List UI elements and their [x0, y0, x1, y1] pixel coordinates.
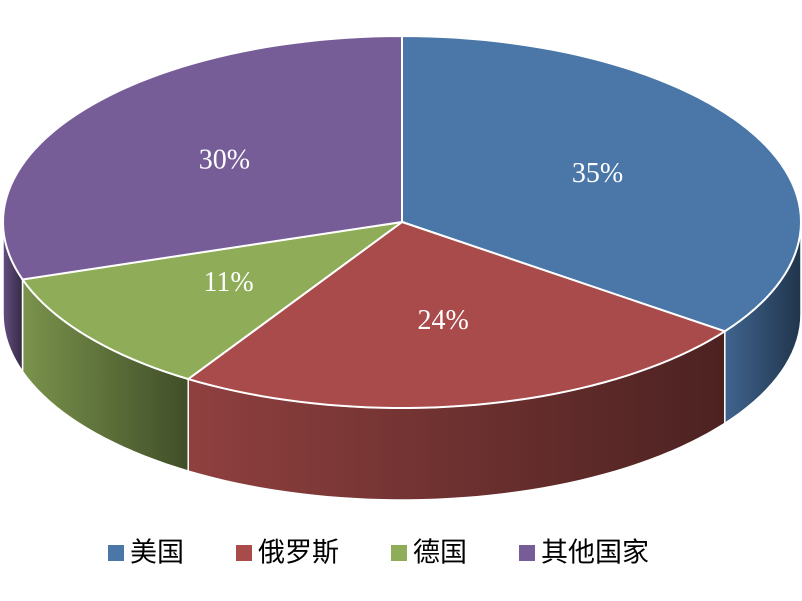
legend-swatch — [391, 545, 407, 561]
data-label: 30% — [199, 144, 250, 175]
legend-swatch — [519, 545, 535, 561]
data-label: 11% — [203, 267, 253, 298]
legend-label: 俄罗斯 — [258, 538, 339, 569]
pie-slice — [401, 34, 802, 333]
data-label: 24% — [417, 305, 468, 336]
legend-label: 美国 — [130, 538, 184, 569]
legend-label: 其他国家 — [541, 538, 649, 569]
legend-label: 德国 — [413, 538, 467, 569]
pie-slice — [185, 220, 728, 409]
pie-slice — [2, 34, 403, 281]
legend-swatch — [236, 545, 252, 561]
pie-slice — [20, 221, 403, 381]
legend-swatch — [108, 545, 124, 561]
data-label: 35% — [572, 158, 623, 189]
